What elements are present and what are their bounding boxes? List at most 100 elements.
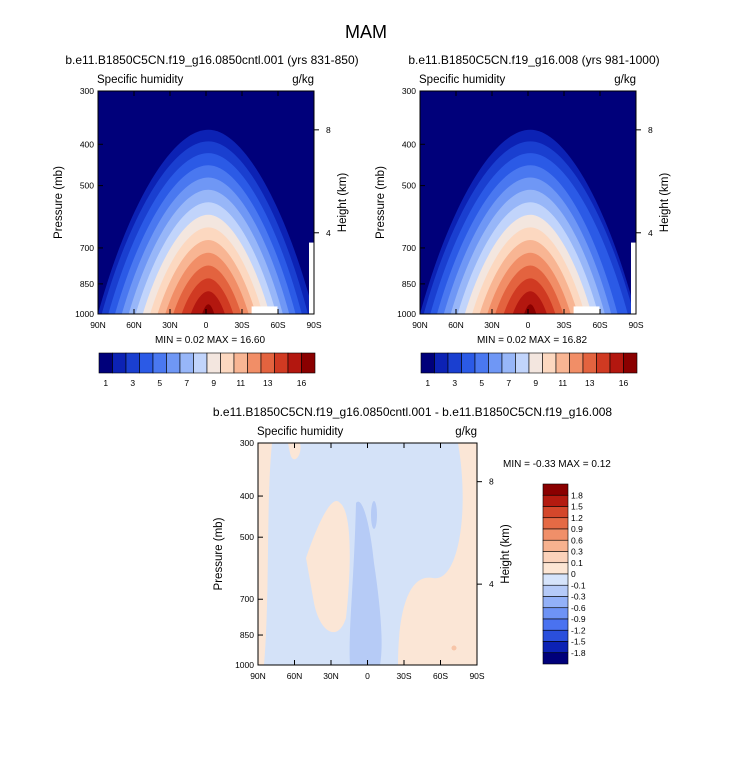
colorbar-box — [166, 352, 181, 374]
panel-right-label: g/kg — [614, 74, 636, 86]
colorbar-label: 1.8 — [571, 490, 583, 500]
colorbar-box — [542, 528, 569, 541]
colorbar-box — [542, 539, 569, 552]
y2-tick-label: 8 — [489, 477, 494, 487]
colorbar-box — [301, 352, 316, 374]
colorbar-label: 9 — [533, 378, 538, 388]
colorbar-label: 0.3 — [571, 547, 583, 557]
colorbar-label: 11 — [558, 378, 567, 388]
colorbar-label: 0 — [571, 569, 576, 579]
panel-title: b.e11.B1850C5CN.f19_g16.0850cntl.001 (yr… — [65, 53, 358, 67]
colorbar-box — [542, 607, 569, 620]
colorbar-label: -0.1 — [571, 580, 586, 590]
panel-right-label: g/kg — [455, 426, 477, 438]
colorbar-box — [542, 584, 569, 597]
panel-title: b.e11.B1850C5CN.f19_g16.008 (yrs 981-100… — [408, 53, 659, 67]
colorbar-box — [596, 352, 611, 374]
colorbar-box — [542, 596, 569, 609]
colorbar-box — [139, 352, 154, 374]
colorbar-box — [515, 352, 530, 374]
colorbar-box — [193, 352, 208, 374]
colorbar-label: 3 — [452, 378, 457, 388]
colorbar-box — [125, 352, 140, 374]
missing-data — [573, 306, 600, 314]
colorbar-box — [542, 618, 569, 631]
colorbar-box — [233, 352, 248, 374]
colorbar-label: -1.5 — [571, 637, 586, 647]
x-tick-label: 60S — [592, 320, 607, 330]
y-tick-label: 400 — [80, 139, 94, 149]
contour-band — [398, 443, 477, 665]
x-tick-label: 90N — [412, 320, 428, 330]
panel-3: 90N 60N 30N 0 30S 60S 90S 300 400 500 700 850 1000 8 4… — [213, 405, 613, 681]
y-tick-label: 850 — [240, 630, 254, 640]
y2-tick-label: 8 — [648, 125, 653, 135]
colorbar-box — [447, 352, 462, 374]
y-tick-label: 1000 — [397, 309, 416, 319]
colorbar-box — [287, 352, 302, 374]
y2-axis-label: Height (km) — [500, 524, 512, 584]
colorbar-box — [112, 352, 127, 374]
contour-band — [349, 501, 382, 665]
y-tick-label: 500 — [402, 181, 416, 191]
y-tick-label: 300 — [240, 438, 254, 448]
contour-band — [451, 645, 457, 651]
colorbar-box — [542, 573, 569, 586]
x-tick-label: 30S — [556, 320, 571, 330]
x-tick-label: 30N — [484, 320, 500, 330]
y2-tick-label: 4 — [648, 228, 653, 238]
y2-tick-label: 4 — [489, 579, 494, 589]
min-max-text: MIN = 0.02 MAX = 16.60 — [155, 335, 265, 346]
y-tick-label: 1000 — [75, 309, 94, 319]
min-max-text: MIN = -0.33 MAX = 0.12 — [503, 459, 611, 470]
y-tick-label: 300 — [80, 86, 94, 96]
contour-band — [190, 291, 225, 314]
y-tick-label: 850 — [80, 279, 94, 289]
x-tick-label: 30N — [323, 671, 339, 681]
panel-left-label: Specific humidity — [419, 74, 506, 86]
x-tick-label: 60N — [287, 671, 303, 681]
y-tick-label: 500 — [80, 181, 94, 191]
colorbar-box — [569, 352, 584, 374]
colorbar-box — [609, 352, 624, 374]
colorbar-label: -0.6 — [571, 603, 586, 613]
colorbar-box — [528, 352, 543, 374]
colorbar-label: -0.9 — [571, 614, 586, 624]
x-tick-label: 0 — [365, 671, 370, 681]
colorbar-box — [461, 352, 476, 374]
colorbar-label: -1.2 — [571, 625, 586, 635]
colorbar-box — [501, 352, 516, 374]
y2-tick-label: 4 — [326, 228, 331, 238]
y2-axis-label: Height (km) — [337, 173, 349, 233]
colorbar-label: 7 — [506, 378, 511, 388]
colorbar-box — [623, 352, 638, 374]
colorbar-box — [474, 352, 489, 374]
contour-band — [524, 304, 537, 314]
colorbar-box — [179, 352, 194, 374]
colorbar-box — [542, 562, 569, 575]
contour-band — [202, 304, 215, 314]
contour-band — [512, 291, 547, 314]
x-tick-label: 30S — [234, 320, 249, 330]
colorbar-label: 3 — [130, 378, 135, 388]
colorbar-label: 1 — [425, 378, 430, 388]
x-tick-label: 60N — [448, 320, 464, 330]
figure-title: MAM — [345, 22, 387, 42]
colorbar-box — [542, 483, 569, 496]
colorbar-label: -1.8 — [571, 648, 586, 658]
x-tick-label: 90S — [306, 320, 321, 330]
y-tick-label: 300 — [402, 86, 416, 96]
y2-axis-label: Height (km) — [659, 173, 671, 233]
contour-band — [371, 501, 377, 529]
x-tick-label: 0 — [204, 320, 209, 330]
y-tick-label: 700 — [80, 243, 94, 253]
x-tick-label: 0 — [526, 320, 531, 330]
contour-band — [306, 501, 350, 633]
contour-band — [258, 443, 272, 665]
colorbar-box — [420, 352, 435, 374]
contour-band — [288, 443, 301, 460]
colorbar-label: 0.1 — [571, 558, 583, 568]
x-tick-label: 90N — [90, 320, 106, 330]
colorbar-label: 9 — [211, 378, 216, 388]
x-tick-label: 60S — [433, 671, 448, 681]
